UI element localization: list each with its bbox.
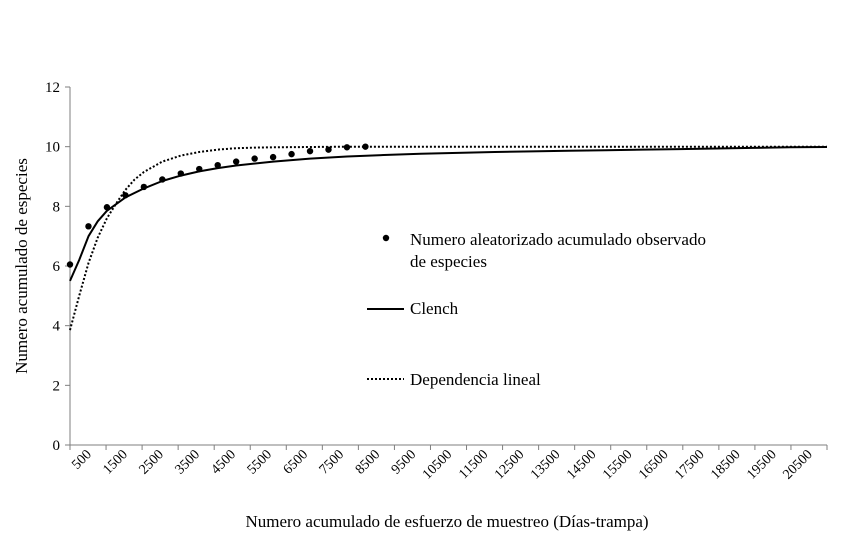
x-tick-label: 9500 <box>389 447 419 477</box>
x-tick-label: 12500 <box>492 447 527 482</box>
x-tick-label: 19500 <box>744 447 779 482</box>
x-tick-label: 4500 <box>209 447 239 477</box>
legend: Numero aleatorizado acumulado observado … <box>367 230 706 389</box>
y-tick-label: 10 <box>45 140 60 156</box>
legend-label-observed-line2: de especies <box>410 252 487 271</box>
data-point-observed <box>269 153 277 161</box>
x-tick-label: 500 <box>69 447 94 472</box>
x-tick-label: 7500 <box>317 447 347 477</box>
y-ticks: 0 2 4 6 8 10 12 <box>45 80 70 454</box>
x-ticks: 500 1500 2500 3500 4500 5500 6500 7500 8500 9500 1… <box>69 445 828 483</box>
x-tick-label: 5500 <box>245 447 275 477</box>
x-tick-label: 10500 <box>420 447 455 482</box>
data-point-observed <box>85 223 92 230</box>
x-tick-label: 6500 <box>281 447 311 477</box>
x-tick-label: 1500 <box>100 447 130 477</box>
x-tick-label: 18500 <box>708 447 743 482</box>
series-layer <box>66 143 828 331</box>
y-tick-label: 4 <box>53 319 61 335</box>
y-tick-label: 8 <box>53 199 61 215</box>
data-point-observed <box>251 155 258 162</box>
x-tick-label: 20500 <box>780 447 815 482</box>
x-tick-label: 8500 <box>353 447 383 477</box>
series-line-clench <box>69 146 828 282</box>
y-tick-label: 0 <box>53 438 61 454</box>
legend-label-linear: Dependencia lineal <box>410 370 541 389</box>
y-tick-label: 12 <box>45 80 60 96</box>
legend-marker-observed <box>382 234 390 242</box>
x-axis-label: Numero acumulado de esfuerzo de muestreo… <box>245 512 648 531</box>
x-tick-label: 2500 <box>137 447 167 477</box>
data-point-observed <box>325 146 332 153</box>
data-point-observed <box>232 158 240 165</box>
data-point-observed <box>214 161 221 169</box>
x-tick-label: 3500 <box>173 447 203 477</box>
y-axis-label: Numero acumulado de especies <box>12 158 31 374</box>
data-point-observed <box>66 261 74 268</box>
x-tick-label: 16500 <box>636 447 671 482</box>
y-tick-label: 2 <box>53 378 61 394</box>
x-tick-label: 14500 <box>564 447 599 482</box>
data-point-observed <box>362 143 369 150</box>
legend-label-clench: Clench <box>410 299 459 318</box>
series-line-linear <box>69 145 827 331</box>
data-point-observed <box>288 150 295 158</box>
x-tick-label: 11500 <box>456 447 491 482</box>
x-tick-label: 13500 <box>528 447 563 482</box>
data-point-observed <box>306 147 314 155</box>
y-tick-label: 6 <box>53 259 61 275</box>
x-tick-label: 17500 <box>672 447 707 482</box>
legend-label-observed: Numero aleatorizado acumulado observado <box>410 230 706 249</box>
x-tick-label: 15500 <box>600 447 635 482</box>
